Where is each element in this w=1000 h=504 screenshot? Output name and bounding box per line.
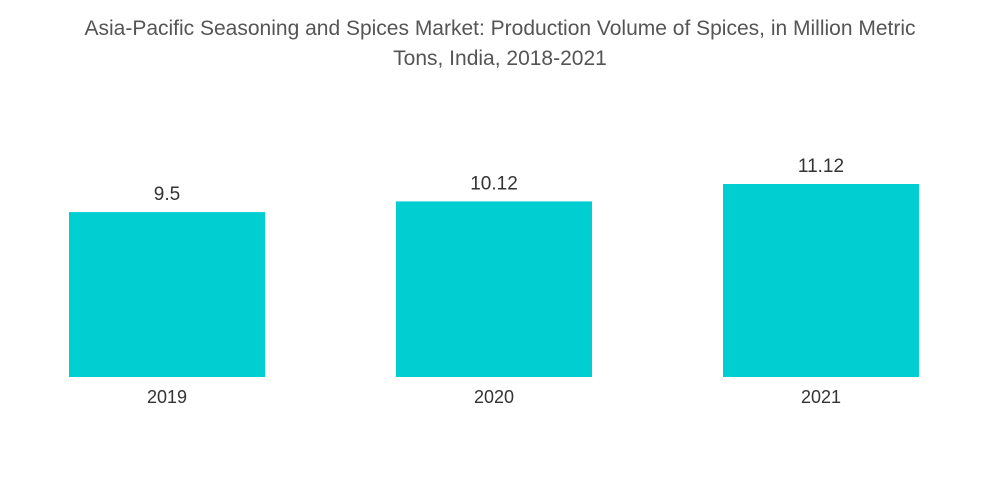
x-tick-label-2021: 2021 <box>801 387 841 407</box>
chart-title: Asia-Pacific Seasoning and Spices Market… <box>0 14 1000 74</box>
chart-title-line-2: Tons, India, 2018-2021 <box>393 47 607 70</box>
x-tick-label-2019: 2019 <box>147 387 187 407</box>
bar-2019 <box>69 212 265 377</box>
x-tick-label-2020: 2020 <box>474 387 514 407</box>
bar-value-label-2021: 11.12 <box>798 156 844 177</box>
bar-value-label-2019: 9.5 <box>154 184 180 205</box>
bar-2020 <box>396 201 592 377</box>
bars-layer: 9.5 2019 10.12 2020 11.12 2021 <box>69 156 919 407</box>
bar-value-label-2020: 10.12 <box>470 173 518 194</box>
bar-2021 <box>723 184 919 377</box>
chart-title-line-1: Asia-Pacific Seasoning and Spices Market… <box>84 17 916 40</box>
